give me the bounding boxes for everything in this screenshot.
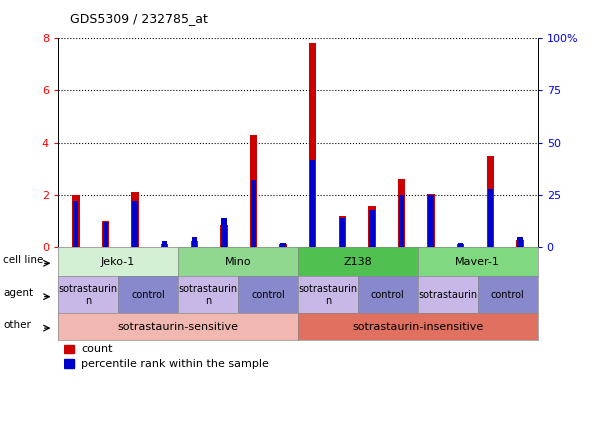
Bar xyxy=(162,241,167,247)
Bar xyxy=(310,159,315,247)
Text: agent: agent xyxy=(3,288,33,298)
Text: sotrastaurin
n: sotrastaurin n xyxy=(59,284,117,306)
Bar xyxy=(488,189,493,247)
Text: control: control xyxy=(371,290,404,300)
Text: cell line: cell line xyxy=(3,255,43,265)
Bar xyxy=(221,218,227,247)
Text: Mino: Mino xyxy=(225,257,251,267)
Bar xyxy=(250,135,257,247)
Bar xyxy=(251,181,256,247)
Text: sotrastaurin-insensitive: sotrastaurin-insensitive xyxy=(352,322,483,332)
Bar xyxy=(131,192,139,247)
Bar xyxy=(64,360,75,368)
Bar xyxy=(191,241,198,247)
Bar xyxy=(220,225,227,247)
Bar xyxy=(279,244,287,247)
Text: sotrastaurin-sensitive: sotrastaurin-sensitive xyxy=(117,322,238,332)
Bar xyxy=(340,218,345,247)
Bar xyxy=(280,243,286,247)
Text: Jeko-1: Jeko-1 xyxy=(101,257,135,267)
Bar xyxy=(72,195,79,247)
Bar xyxy=(338,216,346,247)
Bar xyxy=(518,237,522,247)
Text: Maver-1: Maver-1 xyxy=(455,257,500,267)
Bar xyxy=(309,43,316,247)
Text: Z138: Z138 xyxy=(343,257,372,267)
Bar xyxy=(133,201,137,247)
Text: GDS5309 / 232785_at: GDS5309 / 232785_at xyxy=(70,12,208,25)
Text: other: other xyxy=(3,321,31,330)
Text: count: count xyxy=(81,344,112,354)
Bar xyxy=(458,243,463,247)
Text: percentile rank within the sample: percentile rank within the sample xyxy=(81,359,269,369)
Text: sotrastaurin
n: sotrastaurin n xyxy=(178,284,238,306)
Bar xyxy=(101,221,109,247)
Text: control: control xyxy=(131,290,165,300)
Text: control: control xyxy=(491,290,525,300)
Bar xyxy=(398,179,405,247)
Text: sotrastaurin: sotrastaurin xyxy=(418,290,477,300)
Bar xyxy=(427,194,435,247)
Bar xyxy=(161,244,169,247)
Bar xyxy=(368,206,376,247)
Text: sotrastaurin
n: sotrastaurin n xyxy=(298,284,357,306)
Bar xyxy=(486,156,494,247)
Bar xyxy=(369,210,375,247)
Bar xyxy=(73,201,78,247)
Bar xyxy=(64,345,75,354)
Bar xyxy=(428,195,434,247)
Bar xyxy=(457,244,464,247)
Bar xyxy=(103,222,108,247)
Bar xyxy=(399,195,404,247)
Bar xyxy=(192,237,197,247)
Text: control: control xyxy=(251,290,285,300)
Bar xyxy=(516,239,524,247)
